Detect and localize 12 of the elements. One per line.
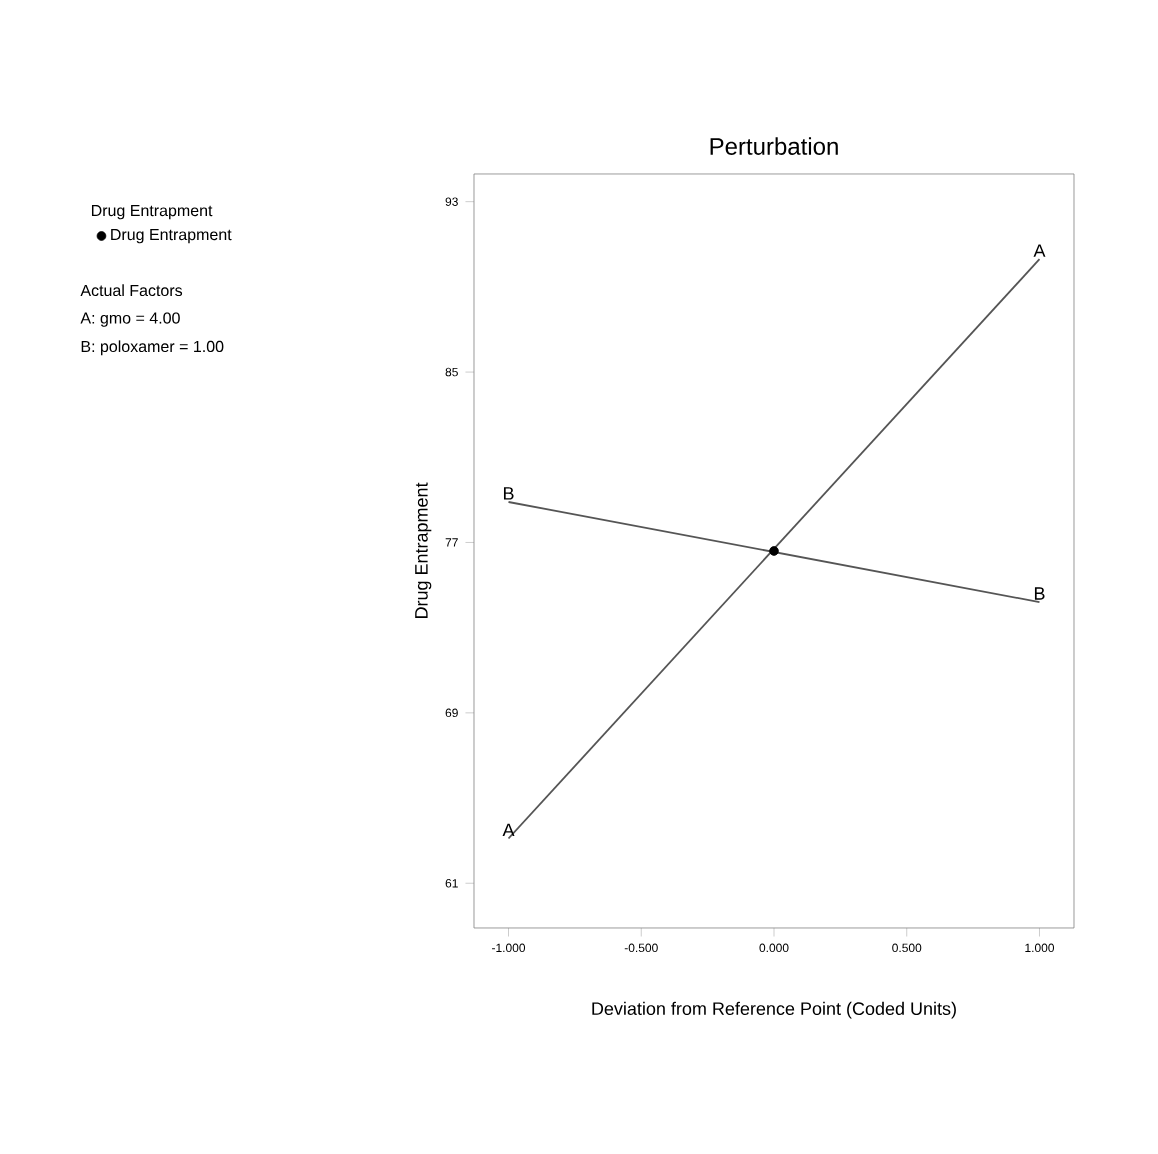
text: A: gmo = 4.00	[80, 312, 180, 327]
x-axis-title: Deviation from Reference Point (Coded Units)	[592, 1001, 956, 1019]
series-label: B	[1034, 587, 1045, 600]
text: Actual Factors	[80, 284, 183, 297]
text: A	[1033, 244, 1046, 257]
legend-title: Drug Entrapment	[91, 205, 213, 220]
y-axis-title: Drug Entrapment	[415, 482, 432, 619]
chart-title: Perturbation	[710, 137, 838, 155]
text: B	[503, 487, 514, 500]
legend-label: Drug Entrapment	[111, 229, 232, 244]
text: B: poloxamer = 1.00	[81, 340, 224, 356]
series-label: A	[502, 823, 515, 837]
